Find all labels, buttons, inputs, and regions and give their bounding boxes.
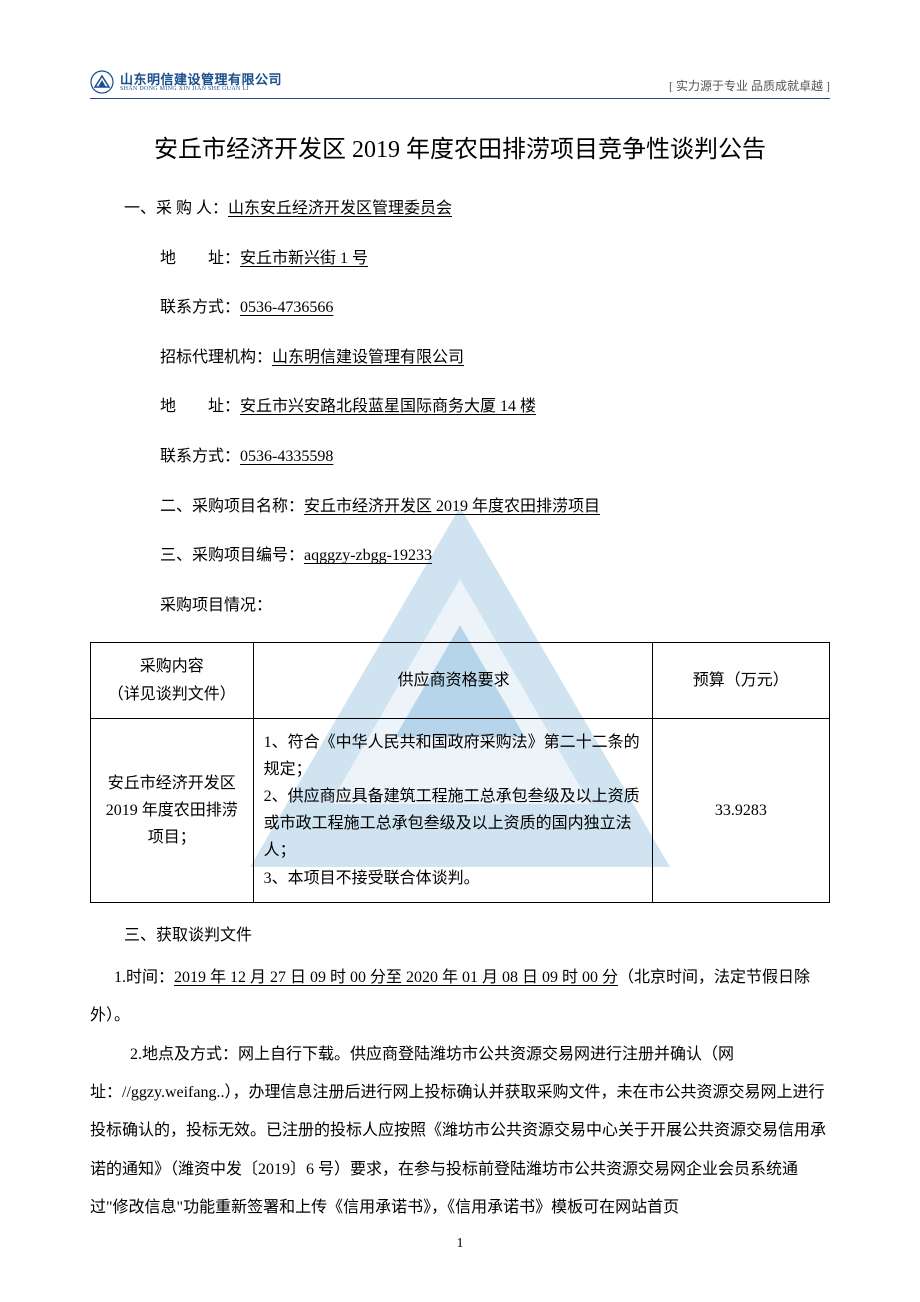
purchaser-addr-line: 地 址：安丘市新兴街 1 号 bbox=[160, 246, 830, 272]
cell-budget: 33.9283 bbox=[652, 718, 829, 902]
table-header-row: 采购内容 （详见谈判文件） 供应商资格要求 预算（万元） bbox=[91, 643, 830, 718]
project-no-value: aqggzy-zbgg-19233 bbox=[304, 547, 432, 564]
agent-contact-value: 0536-4335598 bbox=[240, 448, 333, 465]
project-detail-label: 采购项目情况： bbox=[160, 593, 830, 619]
company-name-cn: 山东明信建设管理有限公司 bbox=[120, 73, 282, 86]
purchaser-contact-label: 联系方式： bbox=[160, 299, 240, 316]
company-name-en: SHAN DONG MING XIN JIAN SHE GUAN LI bbox=[120, 86, 282, 92]
agent-contact-line: 联系方式：0536-4335598 bbox=[160, 444, 830, 470]
section3-body: 1.时间：2019 年 12 月 27 日 09 时 00 分至 2020 年 … bbox=[90, 959, 830, 1228]
purchaser-addr-value: 安丘市新兴街 1 号 bbox=[240, 250, 368, 267]
th1-line1: 采购内容 bbox=[140, 658, 204, 675]
agent-value: 山东明信建设管理有限公司 bbox=[272, 349, 464, 366]
purchaser-contact-line: 联系方式：0536-4736566 bbox=[160, 295, 830, 321]
project-no-label: 三、采购项目编号： bbox=[160, 547, 304, 564]
table-header-content: 采购内容 （详见谈判文件） bbox=[91, 643, 254, 718]
time-range: 2019 年 12 月 27 日 09 时 00 分至 2020 年 01 月 … bbox=[174, 969, 618, 986]
header-tagline: [ 实力源于专业 品质成就卓越 ] bbox=[669, 77, 830, 94]
purchaser-label: 一、采 购 人： bbox=[124, 200, 228, 217]
time-prefix: 1.时间： bbox=[114, 969, 174, 986]
purchaser-addr-label: 地 址： bbox=[160, 250, 240, 267]
section3-para2: 2.地点及方式：网上自行下载。供应商登陆潍坊市公共资源交易网进行注册并确认（网址… bbox=[90, 1036, 830, 1228]
agent-contact-label: 联系方式： bbox=[160, 448, 240, 465]
th1-line2: （详见谈判文件） bbox=[108, 686, 236, 703]
purchaser-line: 一、采 购 人：山东安丘经济开发区管理委员会 bbox=[124, 196, 830, 222]
project-no-line: 三、采购项目编号：aqggzy-zbgg-19233 bbox=[160, 543, 830, 569]
agent-line: 招标代理机构：山东明信建设管理有限公司 bbox=[160, 345, 830, 371]
purchaser-contact-value: 0536-4736566 bbox=[240, 299, 333, 316]
table-header-requirements: 供应商资格要求 bbox=[253, 643, 652, 718]
agent-addr-label: 地 址： bbox=[160, 398, 240, 415]
company-logo-block: 山东明信建设管理有限公司 SHAN DONG MING XIN JIAN SHE… bbox=[90, 70, 282, 94]
project-name-label: 二、采购项目名称： bbox=[160, 498, 304, 515]
page-number: 1 bbox=[457, 1236, 464, 1252]
agent-addr-value: 安丘市兴安路北段蓝星国际商务大厦 14 楼 bbox=[240, 398, 536, 415]
table-row: 安丘市经济开发区2019 年度农田排涝项目； 1、符合《中华人民共和国政府采购法… bbox=[91, 718, 830, 902]
section3-time-line: 1.时间：2019 年 12 月 27 日 09 时 00 分至 2020 年 … bbox=[90, 959, 830, 1036]
section3-heading: 三、获取谈判文件 bbox=[124, 921, 830, 945]
page-header: 山东明信建设管理有限公司 SHAN DONG MING XIN JIAN SHE… bbox=[90, 70, 830, 99]
project-table: 采购内容 （详见谈判文件） 供应商资格要求 预算（万元） 安丘市经济开发区201… bbox=[90, 642, 830, 903]
project-name-value: 安丘市经济开发区 2019 年度农田排涝项目 bbox=[304, 498, 600, 515]
project-name-line: 二、采购项目名称：安丘市经济开发区 2019 年度农田排涝项目 bbox=[160, 494, 830, 520]
agent-addr-line: 地 址：安丘市兴安路北段蓝星国际商务大厦 14 楼 bbox=[160, 394, 830, 420]
agent-label: 招标代理机构： bbox=[160, 349, 272, 366]
table-header-budget: 预算（万元） bbox=[652, 643, 829, 718]
cell-content: 安丘市经济开发区2019 年度农田排涝项目； bbox=[91, 718, 254, 902]
document-title: 安丘市经济开发区 2019 年度农田排涝项目竞争性谈判公告 bbox=[90, 129, 830, 164]
purchaser-value: 山东安丘经济开发区管理委员会 bbox=[228, 200, 452, 217]
cell-requirements: 1、符合《中华人民共和国政府采购法》第二十二条的规定； 2、供应商应具备建筑工程… bbox=[253, 718, 652, 902]
company-logo-icon bbox=[90, 70, 114, 94]
